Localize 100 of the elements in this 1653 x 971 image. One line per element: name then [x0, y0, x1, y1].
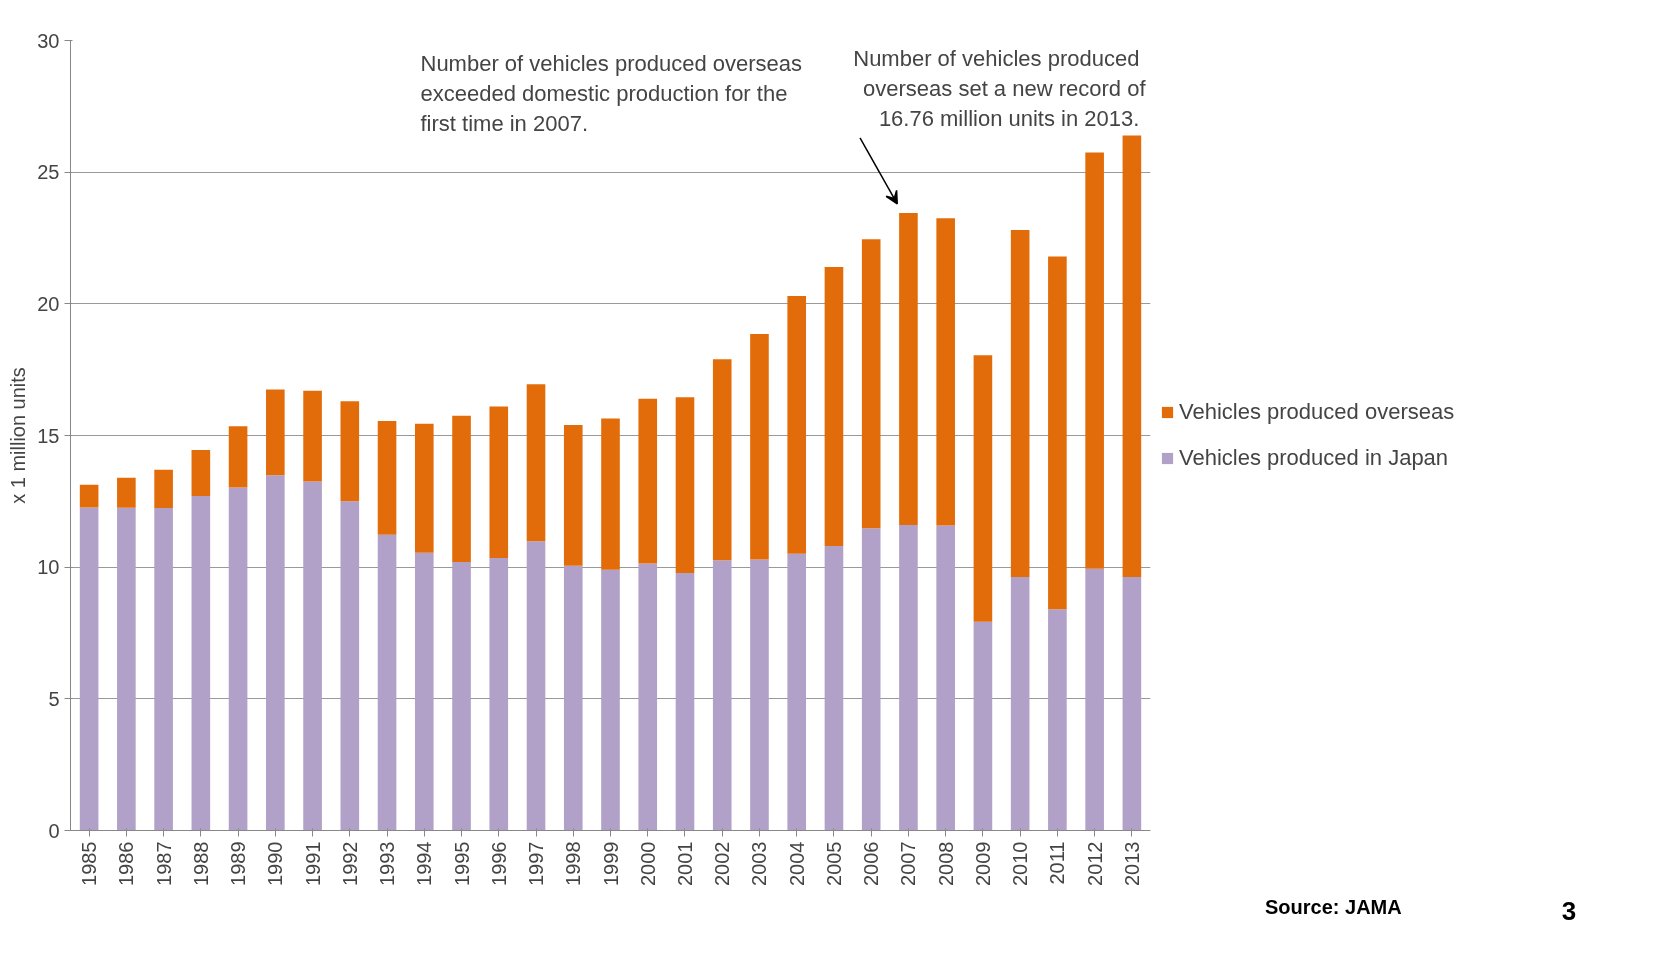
bar [1010, 576, 1030, 831]
y-tick-label: 20 [37, 292, 60, 315]
y-tick-label: 15 [37, 424, 60, 447]
bar [489, 557, 509, 831]
bar [1085, 152, 1104, 569]
bar [340, 401, 360, 502]
bar [303, 481, 322, 831]
x-tick-label: 2001 [673, 841, 696, 886]
x-tick-label: 1998 [562, 841, 585, 886]
annotation: Number of vehicles produced overseas exceeded domestic production for the first time in 2007. [420, 50, 803, 136]
x-tick-label: 2002 [711, 841, 734, 886]
bar [526, 384, 546, 542]
y-tick-label: 25 [37, 161, 60, 184]
x-tick-label: 1994 [413, 841, 436, 886]
y-tick-label: 10 [37, 556, 60, 579]
bar [414, 552, 434, 831]
bar [228, 426, 248, 488]
x-tick-label: 1987 [152, 841, 175, 886]
y-tick-label: 5 [48, 687, 60, 710]
bar [452, 561, 471, 831]
x-tick-label: 1992 [338, 841, 361, 886]
bar [601, 569, 620, 831]
bar [154, 469, 173, 508]
bar [936, 525, 955, 831]
bar [191, 496, 211, 831]
x-tick-label: 2008 [934, 841, 957, 886]
x-tick-label: 2004 [785, 841, 808, 886]
bar [861, 239, 881, 529]
bar [973, 621, 993, 831]
bar [452, 415, 471, 562]
x-tick-label: 1985 [78, 841, 101, 886]
bar [787, 295, 807, 554]
x-tick-label: 2010 [1009, 841, 1032, 886]
bar [899, 212, 918, 526]
y-tick-label: 0 [48, 819, 60, 842]
bar [1048, 609, 1067, 831]
bar [750, 559, 769, 831]
x-tick-label: 2007 [897, 841, 920, 886]
bar [79, 507, 99, 831]
y-axis-title: x 1 million units [7, 367, 30, 504]
bar [824, 546, 844, 831]
bar [861, 528, 881, 831]
bar [1122, 576, 1142, 831]
x-tick-label: 2013 [1120, 841, 1143, 886]
x-tick-label: 1996 [487, 841, 510, 886]
bar [899, 525, 918, 831]
x-tick-label: 1997 [525, 841, 548, 886]
bar [638, 398, 658, 564]
bar [824, 266, 844, 547]
bar [712, 560, 732, 831]
bar [1085, 568, 1104, 831]
bar [563, 565, 583, 831]
x-tick-label: 2000 [636, 841, 659, 886]
bar [117, 507, 136, 831]
bar [712, 359, 732, 561]
bar [154, 507, 173, 831]
x-tick-label: 2011 [1046, 841, 1069, 885]
bar [191, 449, 211, 497]
bar [675, 572, 695, 831]
x-tick-label: 2012 [1083, 841, 1106, 886]
x-tick-label: 1986 [115, 841, 138, 886]
x-tick-label: 1993 [376, 841, 399, 886]
x-tick-label: 1999 [599, 841, 622, 886]
bar [489, 406, 509, 558]
legend-label: Vehicles produced overseas [1179, 399, 1455, 425]
source-note: Source: JAMA [1265, 895, 1402, 920]
x-tick-label: 1995 [450, 841, 473, 886]
bar [1048, 256, 1067, 610]
y-tick-label: 30 [37, 29, 60, 52]
x-tick-label: 2006 [860, 841, 883, 886]
bar [1010, 230, 1030, 577]
x-tick-label: 1988 [189, 841, 212, 886]
bar [750, 334, 769, 560]
bar [973, 355, 993, 622]
annotation: Number of vehicles produced overseas set a new record of 16.76 million units in 2013. [853, 45, 1147, 131]
bar [377, 534, 397, 831]
x-tick-label: 2009 [971, 841, 994, 886]
bar [787, 553, 807, 831]
bar [936, 218, 955, 526]
x-tick-label: 1990 [264, 841, 287, 886]
bar [377, 421, 397, 535]
bar [266, 389, 285, 476]
bar [414, 423, 434, 553]
x-tick-label: 1989 [227, 841, 250, 886]
bar [340, 501, 360, 831]
x-tick-label: 1991 [301, 841, 324, 886]
bar [563, 424, 583, 566]
bar [526, 541, 546, 831]
bar [228, 487, 248, 831]
legend-label: Vehicles produced in Japan [1179, 445, 1449, 471]
bar [1122, 135, 1142, 577]
bar [601, 418, 620, 570]
bar [638, 563, 658, 831]
bar [675, 397, 695, 573]
bar [117, 477, 136, 508]
bar [266, 475, 285, 831]
bar [79, 484, 99, 508]
x-tick-label: 2005 [822, 841, 845, 886]
text: 3 [1561, 895, 1577, 928]
bar [303, 390, 322, 482]
